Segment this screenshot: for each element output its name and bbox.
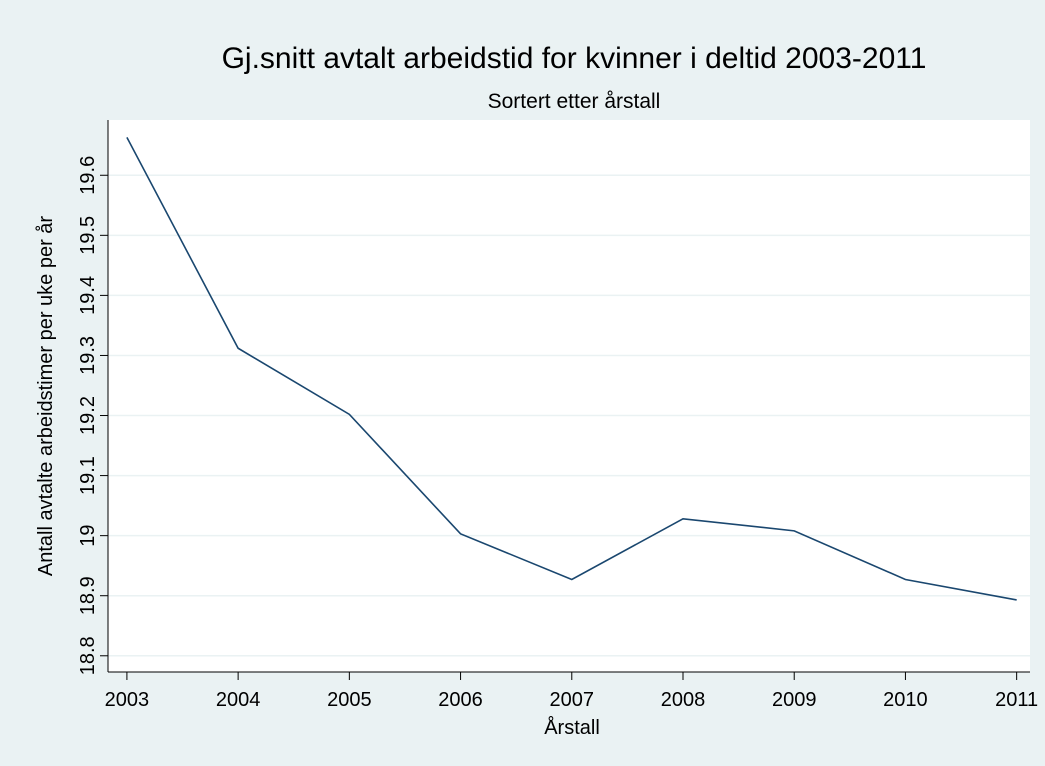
x-tick-label: 2004 <box>216 689 261 711</box>
data-line <box>126 137 1017 601</box>
x-tick-label: 2003 <box>105 689 150 711</box>
y-tick-label: 18.9 <box>77 576 99 615</box>
x-tick-label: 2005 <box>327 689 372 711</box>
x-tick-label: 2006 <box>438 689 483 711</box>
x-tick-label: 2007 <box>550 689 595 711</box>
y-tick-label: 19 <box>77 525 99 547</box>
x-tick-label: 2009 <box>772 689 817 711</box>
y-tick-label: 19.1 <box>77 456 99 495</box>
plot-area <box>108 120 1030 672</box>
x-tick-label: 2008 <box>661 689 706 711</box>
x-axis-label: Årstall <box>544 716 600 739</box>
y-tick-label: 19.2 <box>77 396 99 435</box>
x-tick-label: 2011 <box>995 689 1038 711</box>
y-tick-label: 19.5 <box>77 216 99 255</box>
y-tick-label: 19.4 <box>77 276 99 315</box>
y-tick-label: 19.6 <box>77 156 99 195</box>
y-tick-label: 19.3 <box>77 336 99 375</box>
chart-title: Gj.snitt avtalt arbeidstid for kvinner i… <box>222 42 927 75</box>
x-tick-label: 2010 <box>883 689 928 711</box>
y-tick-label: 18.8 <box>77 636 99 675</box>
y-axis-label: Antall avtalte arbeidstimer per uke per … <box>35 216 57 577</box>
chart-subtitle: Sortert etter årstall <box>488 90 661 113</box>
